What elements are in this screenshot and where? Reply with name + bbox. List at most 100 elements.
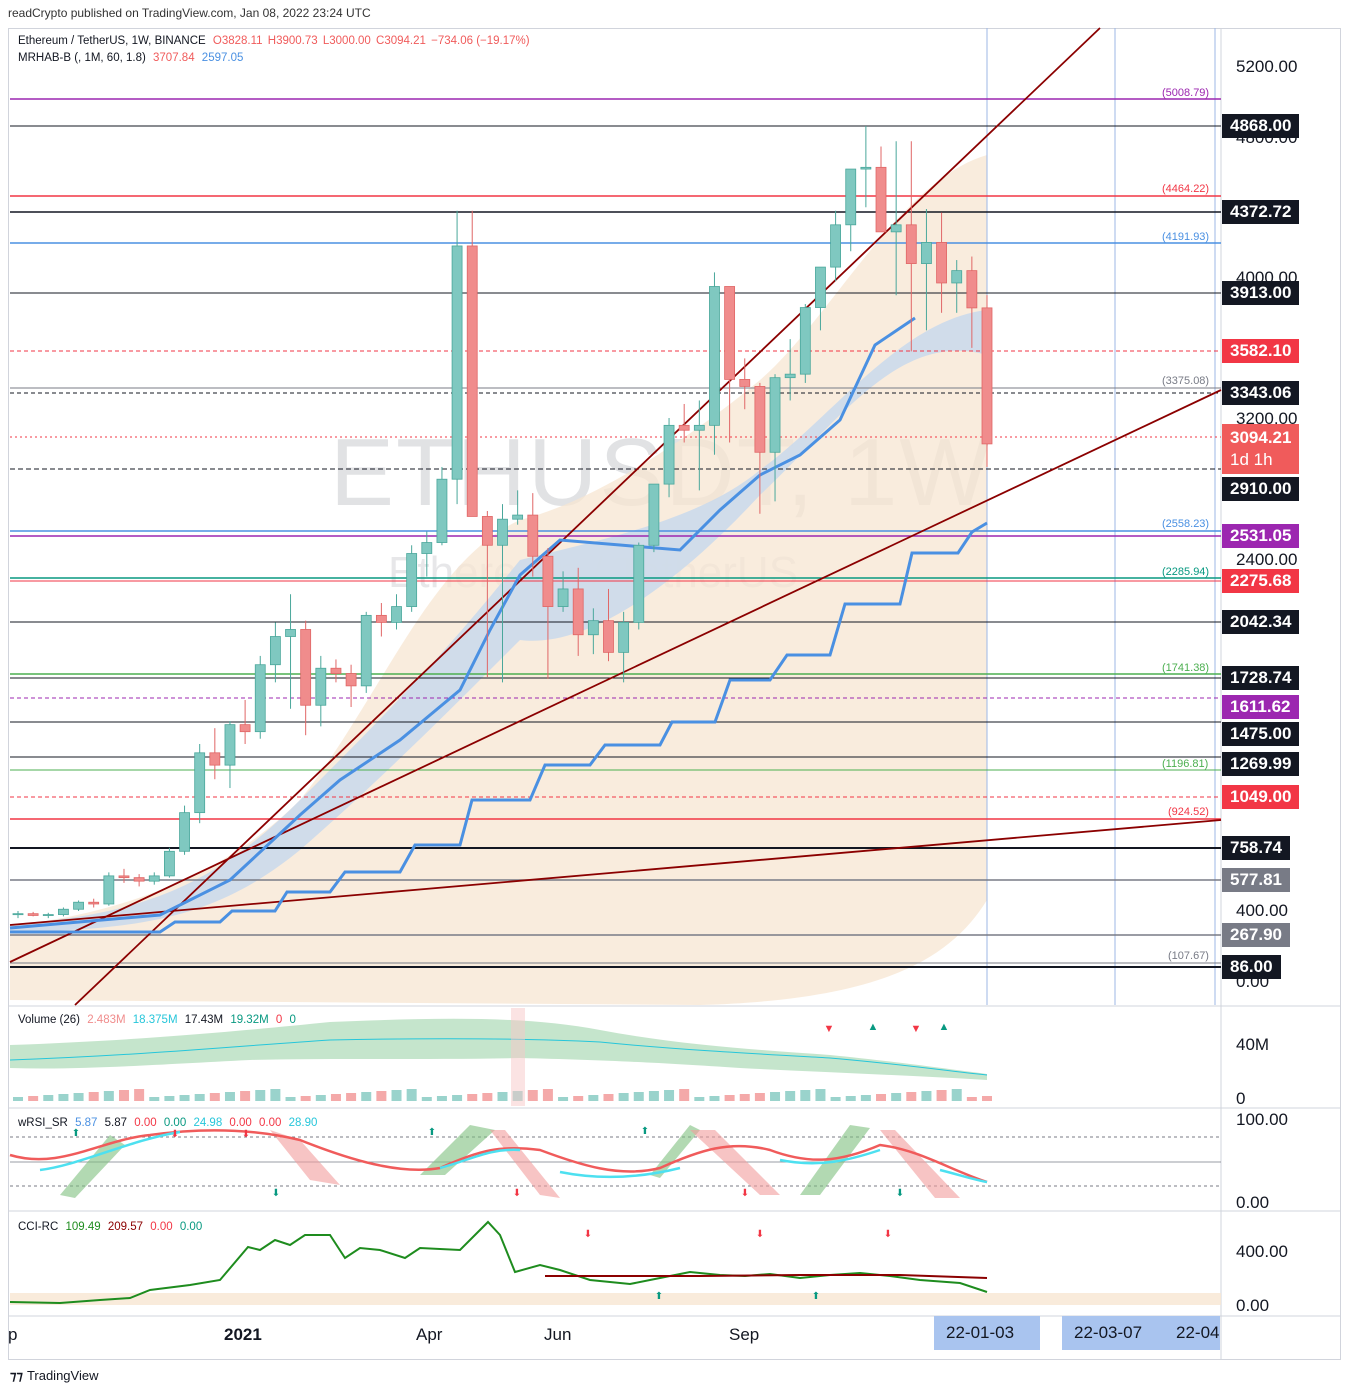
candle[interactable]: [603, 620, 614, 653]
candle[interactable]: [451, 245, 463, 480]
candle[interactable]: [421, 542, 433, 554]
candles[interactable]: [12, 126, 993, 919]
candle[interactable]: [799, 307, 811, 375]
candle[interactable]: [391, 606, 402, 623]
candle[interactable]: [118, 875, 130, 879]
wrsi-value: 0.00: [229, 1117, 252, 1129]
candle[interactable]: [42, 914, 54, 916]
candle[interactable]: [406, 553, 418, 607]
candle[interactable]: [951, 270, 963, 284]
tradingview-footer[interactable]: ⁊⁊ TradingView: [10, 1368, 98, 1384]
candle[interactable]: [633, 544, 645, 623]
candle[interactable]: [27, 913, 39, 916]
volume-bar: [754, 1093, 765, 1101]
candle[interactable]: [860, 166, 872, 170]
candle[interactable]: [88, 901, 100, 905]
candle[interactable]: [981, 307, 993, 445]
trend-line-low[interactable]: [9, 819, 1222, 926]
candle[interactable]: [12, 913, 24, 916]
candle[interactable]: [663, 424, 675, 485]
last-price-value: 3094.21: [1230, 428, 1292, 447]
candle[interactable]: [618, 622, 630, 653]
candle[interactable]: [572, 588, 584, 636]
candle[interactable]: [481, 516, 493, 546]
wrsi-title[interactable]: wRSI_SR: [18, 1117, 68, 1129]
volume-bar: [603, 1094, 614, 1101]
svg-text:⬇: ⬇: [513, 1188, 521, 1199]
candle[interactable]: [678, 424, 690, 431]
low-value: L3000.00: [322, 35, 371, 47]
candle[interactable]: [754, 386, 766, 453]
candle[interactable]: [815, 266, 826, 308]
candle[interactable]: [724, 286, 736, 380]
candle[interactable]: [315, 667, 327, 706]
volume-bar: [330, 1094, 341, 1101]
svg-text:⬇: ⬇: [584, 1229, 592, 1240]
volume-bar: [209, 1093, 220, 1101]
candle[interactable]: [58, 908, 69, 915]
candle[interactable]: [875, 166, 887, 233]
candle[interactable]: [527, 514, 539, 557]
candle[interactable]: [466, 245, 478, 517]
volume-bar: [13, 1097, 23, 1101]
candle[interactable]: [784, 373, 796, 379]
volume-bar: [73, 1093, 84, 1101]
cci-title[interactable]: CCI-RC: [18, 1221, 59, 1233]
candle[interactable]: [209, 752, 221, 766]
candle[interactable]: [890, 224, 902, 233]
candle[interactable]: [648, 483, 660, 546]
candle[interactable]: [73, 901, 84, 910]
indicator-name[interactable]: MRHAB-B (, 1M, 60, 1.8): [18, 52, 146, 64]
candle[interactable]: [921, 242, 932, 264]
candle[interactable]: [375, 614, 387, 623]
published-line: readCrypto published on TradingView.com,…: [8, 6, 371, 20]
candle[interactable]: [164, 850, 175, 877]
candle[interactable]: [133, 877, 145, 882]
candle[interactable]: [269, 636, 281, 666]
volume-bar: [43, 1095, 54, 1101]
candle[interactable]: [769, 377, 781, 453]
wrsi-signal: [39, 1130, 988, 1184]
candle[interactable]: [542, 555, 554, 607]
candle[interactable]: [936, 242, 947, 284]
candle[interactable]: [512, 514, 524, 520]
price-tick: 5200.00: [1236, 57, 1298, 76]
candle[interactable]: [330, 667, 342, 674]
candle[interactable]: [239, 724, 251, 733]
candle[interactable]: [739, 379, 751, 387]
candle[interactable]: [436, 478, 448, 543]
volume-bar: [815, 1089, 826, 1101]
volume-bar: [376, 1091, 387, 1101]
candle[interactable]: [905, 224, 917, 264]
candle[interactable]: [966, 270, 978, 309]
candle[interactable]: [693, 424, 705, 431]
candle[interactable]: [360, 614, 372, 687]
candle[interactable]: [148, 875, 160, 882]
candle[interactable]: [830, 224, 841, 268]
candle[interactable]: [103, 875, 115, 905]
candle[interactable]: [194, 752, 206, 814]
candle[interactable]: [709, 286, 720, 426]
volume-bar: [618, 1093, 629, 1101]
candle[interactable]: [179, 812, 190, 852]
volume-title[interactable]: Volume (26): [18, 1014, 81, 1026]
candle[interactable]: [557, 588, 569, 607]
open-value: O3828.11: [212, 35, 263, 47]
trend-line-steep[interactable]: [74, 27, 1101, 1006]
price-tag: 2275.68: [1222, 569, 1300, 593]
candle[interactable]: [224, 724, 236, 766]
candle[interactable]: [345, 673, 357, 687]
cci-value: 0.00: [150, 1221, 173, 1233]
candle[interactable]: [845, 168, 857, 226]
candle[interactable]: [300, 629, 312, 706]
price-tag: 3582.10: [1222, 339, 1300, 363]
candle[interactable]: [587, 620, 599, 636]
candle[interactable]: [254, 664, 266, 733]
candle[interactable]: [285, 629, 296, 637]
level-label: (4464.22): [1162, 183, 1210, 195]
svg-text:⬆: ⬆: [72, 1128, 80, 1139]
candle[interactable]: [497, 518, 508, 546]
symbol-label[interactable]: Ethereum / TetherUS, 1W, BINANCE: [18, 35, 206, 47]
trend-line-mid[interactable]: [9, 389, 1222, 963]
